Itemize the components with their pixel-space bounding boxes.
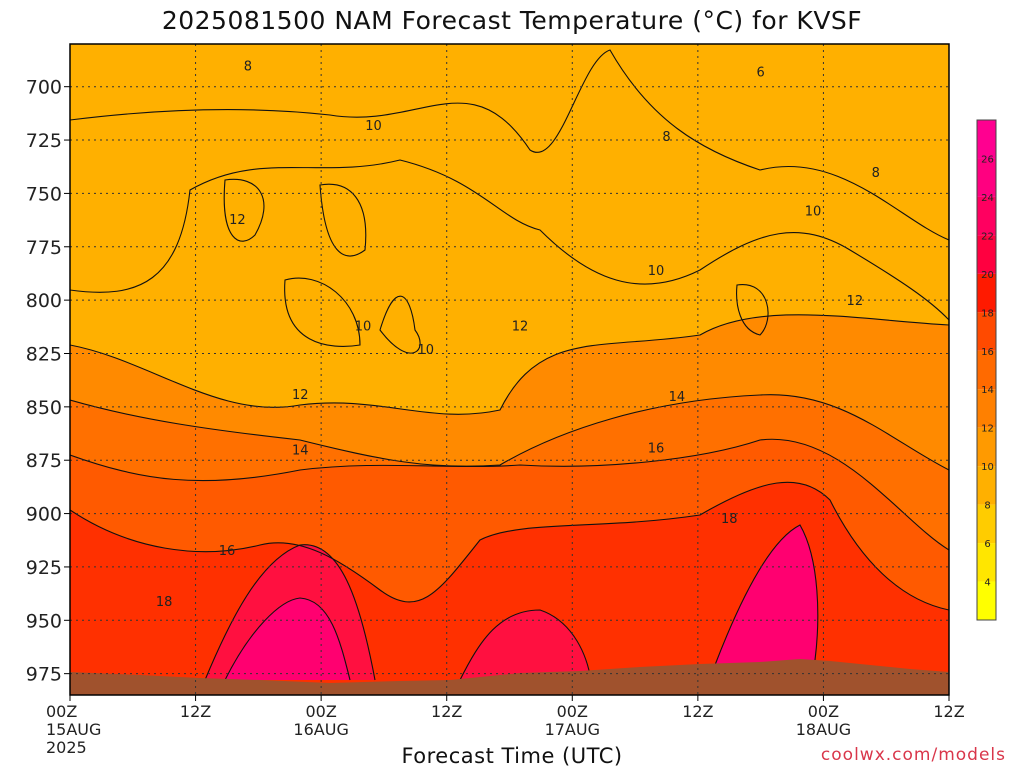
contour-label-13: 14 [669,390,686,405]
contour-label-5: 10 [805,204,822,219]
contour-line-9 [379,295,421,354]
colorbar-segment-1 [977,543,996,582]
band-warm-core-3 [460,610,590,680]
contour-label-11: 12 [847,294,864,309]
x-tick-label-72-0: 00Z [808,702,839,721]
contour-label-14: 14 [292,444,309,459]
y-tick-label-975: 975 [26,664,62,686]
contour-label-4: 10 [365,119,382,134]
x-tick-label-48-0: 00Z [557,702,588,721]
contour-label-0: 8 [244,59,252,74]
contour-label-12: 12 [292,388,309,403]
contour-line-14 [714,524,819,666]
contour-label-15: 16 [648,441,665,456]
x-axis-label: Forecast Time (UTC) [401,744,623,768]
colorbar-segment-12 [977,120,996,159]
contour-label-3: 8 [872,166,880,181]
x-tick-label-0-2: 2025 [46,738,87,757]
x-tick-label-36-0: 12Z [431,702,462,721]
band-warm-core-4 [715,525,818,665]
colorbar-segment-6 [977,350,996,390]
contour-line-10 [736,284,769,336]
chart-title: 2025081500 NAM Forecast Temperature (°C)… [161,6,863,35]
y-tick-label-775: 775 [26,237,62,259]
colorbar-tick-6: 6 [984,539,990,550]
colorbar-tick-24: 24 [981,193,994,204]
terrain [70,659,949,695]
contour-label-2: 8 [662,130,670,145]
y-tick-label-900: 900 [26,504,62,526]
plot-frame [69,43,950,696]
contour-label-10: 12 [512,320,529,335]
x-tick-label-84-0: 12Z [933,702,964,721]
colorbar-tick-26: 26 [981,154,994,165]
x-tick-label-0-1: 15AUG [46,720,101,739]
colorbar-frame [976,119,997,621]
contour-label-16: 16 [219,544,236,559]
x-tick-label-72-1: 18AUG [796,720,851,739]
contour-line-2 [70,314,949,415]
contour-line-13 [459,609,591,681]
colorbar-tick-16: 16 [981,347,994,358]
y-tick-label-725: 725 [26,130,62,152]
y-tick-label-825: 825 [26,343,62,365]
colorbar-segment-0 [977,581,996,620]
contour-line-8 [284,277,361,347]
contour-line-12 [224,597,351,681]
contour-label-6: 10 [648,264,665,279]
x-tick-label-12-0: 12Z [180,702,211,721]
contour-line-5 [70,481,949,611]
colorbar-segment-7 [977,312,996,351]
colorbar-tick-4: 4 [984,578,990,589]
x-tick-label-60-0: 12Z [682,702,713,721]
colorbar-segment-11 [977,158,996,197]
colorbar-tick-8: 8 [984,501,990,512]
colorbar-tick-18: 18 [981,308,994,319]
colorbar-segment-2 [977,504,996,544]
colorbar-segment-10 [977,196,996,236]
contour-line-3 [70,394,949,471]
y-tick-label-750: 750 [26,183,62,205]
y-tick-label-925: 925 [26,557,62,579]
contour-line-4 [70,438,949,551]
contour-line-7 [319,183,367,257]
contour-label-7: 10 [355,320,372,335]
x-tick-label-0-0: 00Z [46,702,77,721]
contour-label-17: 18 [156,595,173,610]
colorbar-segment-5 [977,389,996,428]
contour-line-11 [204,544,376,681]
y-tick-label-800: 800 [26,290,62,312]
band-warm-core-2 [225,598,350,680]
contour-line-6 [223,178,265,242]
colorbar-tick-10: 10 [981,462,994,473]
credit-text: coolwx.com/models [820,745,1006,765]
contour-line-1 [70,159,949,321]
y-tick-label-950: 950 [26,610,62,632]
y-tick-label-875: 875 [26,450,62,472]
colorbar-segment-8 [977,273,996,313]
x-tick-label-24-0: 00Z [305,702,336,721]
colorbar-tick-22: 22 [981,231,994,242]
colorbar-tick-14: 14 [981,385,994,396]
colorbar-tick-20: 20 [981,270,994,281]
contour-line-0 [70,49,949,241]
contour-label-8: 10 [418,343,435,358]
y-tick-label-850: 850 [26,397,62,419]
contour-label-18: 18 [721,512,738,527]
plot-area [70,44,949,695]
colorbar-segment-9 [977,235,996,274]
x-tick-label-24-1: 16AUG [293,720,348,739]
x-tick-label-48-1: 17AUG [545,720,600,739]
colorbar-segment-4 [977,427,996,467]
y-tick-label-700: 700 [26,77,62,99]
colorbar-tick-12: 12 [981,424,994,435]
contour-label-9: 12 [229,213,246,228]
colorbar-segment-3 [977,466,996,505]
contour-label-1: 6 [757,66,765,81]
